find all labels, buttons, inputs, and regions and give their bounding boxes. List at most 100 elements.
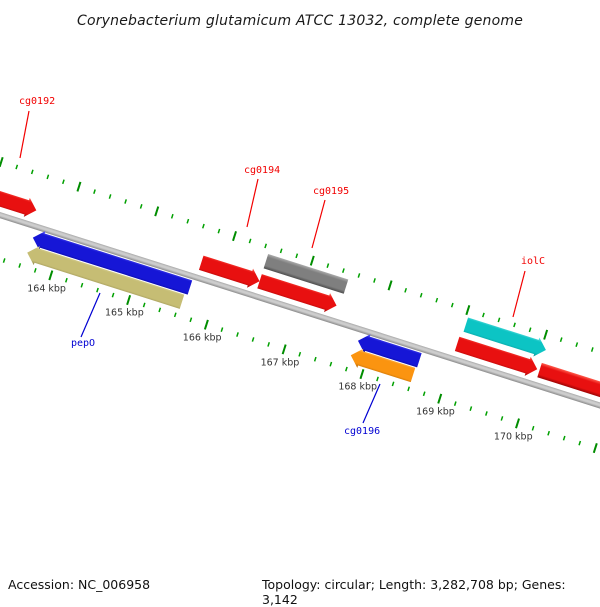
- gene-arrow-iolC: [463, 317, 546, 357]
- major-tick: [309, 255, 315, 266]
- minor-tick: [295, 253, 299, 259]
- minor-tick: [236, 332, 239, 337]
- minor-tick: [170, 213, 174, 219]
- gene-arrows: [0, 188, 600, 411]
- callout-lines: [19, 110, 526, 424]
- gene-arrow-gene-red-4: [454, 336, 538, 376]
- minor-tick: [376, 376, 379, 382]
- minor-tick: [61, 179, 65, 185]
- minor-tick: [513, 322, 516, 328]
- minor-tick: [124, 199, 128, 204]
- minor-tick: [267, 342, 271, 347]
- status-bar: Accession: NC_006958 Topology: circular;…: [0, 574, 600, 607]
- gene-arrow-cg0192: [0, 188, 37, 217]
- major-tick: [48, 270, 54, 281]
- minor-tick: [202, 223, 205, 229]
- minor-tick: [279, 248, 283, 254]
- minor-tick: [139, 204, 143, 209]
- minor-tick: [450, 302, 454, 308]
- gene-label-cg0196: cg0196: [344, 426, 381, 437]
- ruler-label-168kbp: 168 kbp: [338, 381, 378, 393]
- minor-tick: [404, 287, 408, 293]
- gene-arrow-cg0194: [198, 255, 260, 288]
- minor-tick: [419, 292, 423, 298]
- major-tick: [281, 344, 287, 355]
- minor-tick: [482, 312, 485, 318]
- gene-arrow-gene-red-5: [537, 362, 600, 411]
- minor-tick: [326, 263, 330, 269]
- ruler-label-165kbp: 165 kbp: [105, 307, 144, 319]
- minor-tick: [528, 327, 532, 333]
- minor-tick: [93, 189, 96, 194]
- minor-tick: [469, 406, 473, 411]
- genome-track: [0, 156, 600, 454]
- minor-tick: [80, 282, 84, 288]
- minor-tick: [547, 430, 551, 436]
- major-tick: [154, 206, 160, 217]
- major-tick: [232, 230, 237, 242]
- callout-line-cg0194: [246, 178, 259, 228]
- minor-tick: [578, 440, 582, 446]
- minor-tick: [485, 411, 488, 416]
- major-tick: [592, 442, 598, 454]
- minor-tick: [30, 169, 34, 175]
- gene-label-cg0194: cg0194: [244, 165, 281, 176]
- major-tick: [203, 319, 209, 330]
- minor-tick: [313, 356, 317, 362]
- callout-line-cg0195: [311, 199, 326, 249]
- gene-arrow-gene-tan: [27, 246, 185, 309]
- minor-tick: [329, 361, 333, 367]
- minor-tick: [391, 381, 395, 387]
- minor-tick: [96, 287, 99, 293]
- minor-tick: [173, 312, 177, 318]
- minor-tick: [251, 337, 255, 342]
- ruler-label-170kbp: 170 kbp: [493, 431, 533, 443]
- gene-arrow-cg0195: [263, 254, 349, 294]
- minor-tick: [531, 425, 535, 431]
- minor-tick: [64, 277, 68, 283]
- callout-line-cg0192: [19, 110, 30, 159]
- minor-tick: [500, 416, 504, 421]
- minor-tick: [298, 351, 302, 357]
- gene-label-cg0195: cg0195: [313, 186, 350, 197]
- ruler-label-167kbp: 167 kbp: [260, 357, 300, 369]
- minor-tick: [407, 386, 411, 392]
- minor-tick: [264, 243, 268, 249]
- major-tick: [76, 181, 82, 192]
- major-tick: [465, 304, 471, 316]
- genome-backbone: [0, 199, 600, 430]
- ruler-ticks-upper: [0, 156, 594, 352]
- minor-tick: [33, 268, 37, 273]
- minor-tick: [562, 435, 566, 441]
- minor-tick: [497, 317, 501, 323]
- callout-line-cg0196: [362, 383, 381, 424]
- gene-label-pepO: pepO: [71, 338, 96, 349]
- minor-tick: [590, 347, 594, 352]
- ruler-label-169kbp: 169 kbp: [416, 406, 455, 418]
- topology-length-genes-text: Topology: circular; Length: 3,282,708 bp…: [262, 577, 566, 607]
- ruler-label-164kbp: 164 kbp: [27, 283, 66, 295]
- backbone-rod: [0, 199, 600, 430]
- minor-tick: [217, 228, 221, 234]
- major-tick: [0, 156, 4, 168]
- minor-tick: [142, 302, 146, 308]
- minor-tick: [111, 292, 115, 298]
- callout-line-iolC: [512, 270, 526, 318]
- major-tick: [543, 329, 549, 340]
- minor-tick: [158, 307, 162, 313]
- minor-tick: [422, 391, 426, 397]
- minor-tick: [15, 164, 19, 170]
- minor-tick: [453, 401, 457, 407]
- chart-title: Corynebacterium glutamicum ATCC 13032, c…: [76, 13, 524, 29]
- gene-arrow-gene-orange: [350, 348, 416, 383]
- minor-tick: [108, 194, 112, 199]
- minor-tick: [18, 263, 22, 268]
- minor-tick: [342, 268, 345, 273]
- minor-tick: [559, 337, 563, 343]
- minor-tick: [2, 258, 6, 263]
- major-tick: [359, 368, 365, 380]
- ruler-ticks-lower: [2, 258, 598, 454]
- minor-tick: [435, 297, 439, 303]
- major-tick: [437, 393, 443, 404]
